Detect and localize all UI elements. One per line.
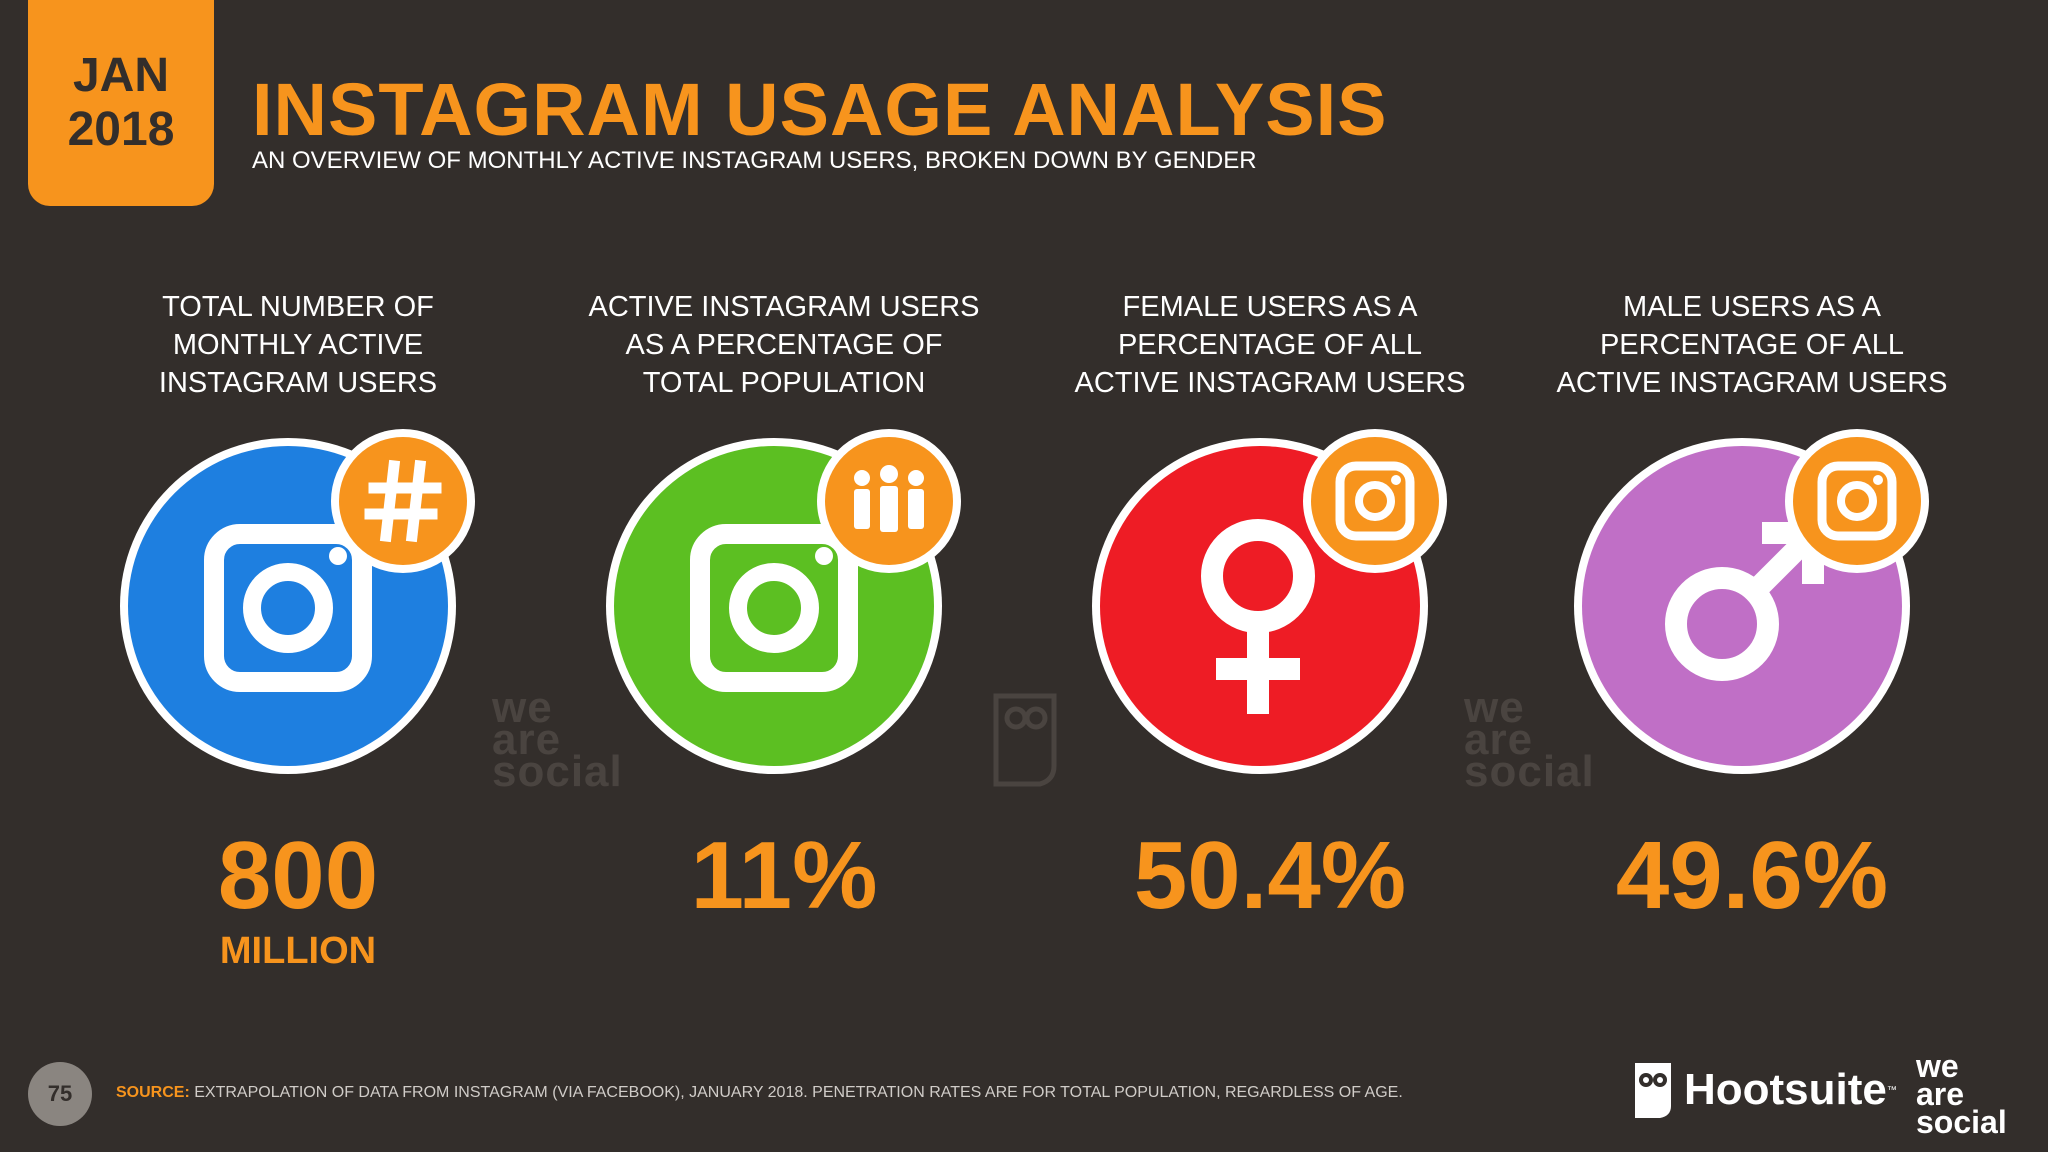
stat-value: 11%	[690, 822, 878, 929]
stat-icon-group	[118, 426, 478, 786]
stat-icon-group	[1090, 426, 1450, 786]
instagram-badge-icon	[1785, 429, 1929, 573]
source-label: SOURCE:	[116, 1084, 190, 1101]
date-month: JAN	[72, 49, 170, 102]
stat-label: TOTAL NUMBER OF MONTHLY ACTIVE INSTAGRAM…	[158, 291, 438, 399]
owl-watermark-icon	[993, 693, 1057, 787]
page-title: INSTAGRAM USAGE ANALYSIS	[252, 68, 1388, 151]
stat-icon-group	[1572, 426, 1932, 786]
stat-label: ACTIVE INSTAGRAM USERS AS A PERCENTAGE O…	[588, 291, 980, 399]
instagram-badge-icon	[1303, 429, 1447, 573]
stat-label: MALE USERS AS A PERCENTAGE OF ALL ACTIVE…	[1556, 291, 1948, 399]
stat-label: FEMALE USERS AS A PERCENTAGE OF ALL ACTI…	[1074, 291, 1466, 399]
page-subtitle: AN OVERVIEW OF MONTHLY ACTIVE INSTAGRAM …	[252, 147, 1257, 174]
hashtag-icon	[331, 429, 475, 573]
date-year: 2018	[67, 103, 175, 156]
stat-value: 800	[217, 822, 379, 929]
stat-unit: MILLION	[219, 930, 377, 972]
people-icon	[817, 429, 961, 573]
stat-value: 49.6%	[1615, 822, 1889, 929]
stat-male: MALE USERS AS A PERCENTAGE OF ALL ACTIVE…	[1532, 288, 1972, 926]
stat-female: FEMALE USERS AS A PERCENTAGE OF ALL ACTI…	[1050, 288, 1490, 926]
stat-penetration: ACTIVE INSTAGRAM USERS AS A PERCENTAGE O…	[564, 288, 1004, 926]
page-number: 75	[28, 1062, 92, 1126]
date-badge: JAN 2018	[28, 0, 214, 206]
we-are-social-logo: we are social	[1916, 1048, 2007, 1140]
source-note: SOURCE: EXTRAPOLATION OF DATA FROM INSTA…	[116, 1082, 1403, 1104]
trademark: ™	[1886, 1084, 1897, 1096]
stat-value: 50.4%	[1133, 822, 1407, 929]
stat-total-users: TOTAL NUMBER OF MONTHLY ACTIVE INSTAGRAM…	[78, 288, 518, 973]
watermark-we-are-social: we are social	[492, 683, 623, 796]
owl-icon	[1635, 1063, 1671, 1118]
stat-icon-group	[604, 426, 964, 786]
hootsuite-wordmark: Hootsuite	[1684, 1065, 1887, 1114]
watermark-we-are-social: we are social	[1464, 683, 1595, 796]
source-text: EXTRAPOLATION OF DATA FROM INSTAGRAM (VI…	[194, 1084, 1403, 1101]
hootsuite-logo: Hootsuite ™	[1632, 1060, 1897, 1120]
